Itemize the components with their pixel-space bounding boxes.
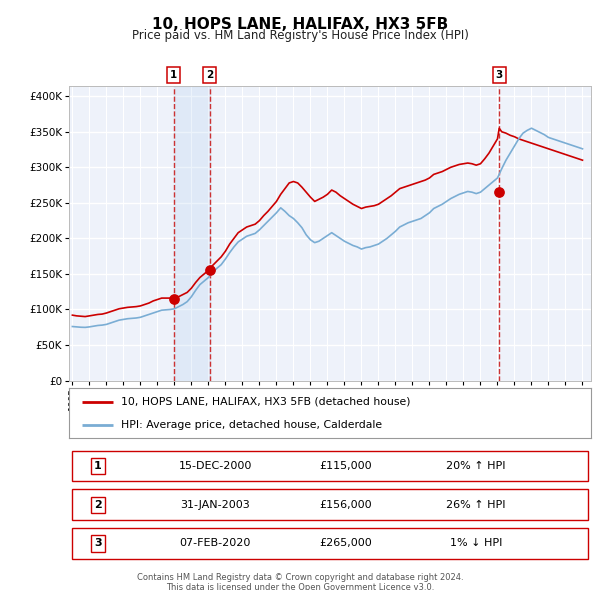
Text: HPI: Average price, detached house, Calderdale: HPI: Average price, detached house, Cald…	[121, 420, 382, 430]
Text: 26% ↑ HPI: 26% ↑ HPI	[446, 500, 506, 510]
Text: 1: 1	[170, 70, 178, 80]
Text: 15-DEC-2000: 15-DEC-2000	[178, 461, 252, 471]
Text: 3: 3	[94, 539, 101, 549]
Text: 10, HOPS LANE, HALIFAX, HX3 5FB: 10, HOPS LANE, HALIFAX, HX3 5FB	[152, 17, 448, 31]
Text: 10, HOPS LANE, HALIFAX, HX3 5FB (detached house): 10, HOPS LANE, HALIFAX, HX3 5FB (detache…	[121, 396, 410, 407]
Text: £265,000: £265,000	[319, 539, 372, 549]
Text: 20% ↑ HPI: 20% ↑ HPI	[446, 461, 506, 471]
Point	[494, 188, 504, 197]
Text: 2: 2	[206, 70, 214, 80]
FancyBboxPatch shape	[71, 489, 589, 520]
Text: £156,000: £156,000	[319, 500, 372, 510]
Text: 31-JAN-2003: 31-JAN-2003	[180, 500, 250, 510]
Text: £115,000: £115,000	[319, 461, 372, 471]
FancyBboxPatch shape	[71, 451, 589, 481]
Text: Price paid vs. HM Land Registry's House Price Index (HPI): Price paid vs. HM Land Registry's House …	[131, 30, 469, 42]
Text: 1: 1	[94, 461, 101, 471]
Text: 2: 2	[94, 500, 101, 510]
Point	[169, 294, 179, 303]
Text: This data is licensed under the Open Government Licence v3.0.: This data is licensed under the Open Gov…	[166, 583, 434, 590]
Text: 1% ↓ HPI: 1% ↓ HPI	[450, 539, 502, 549]
Text: 07-FEB-2020: 07-FEB-2020	[179, 539, 251, 549]
Bar	[174, 86, 210, 381]
Point	[205, 265, 215, 274]
FancyBboxPatch shape	[71, 528, 589, 559]
Text: Contains HM Land Registry data © Crown copyright and database right 2024.: Contains HM Land Registry data © Crown c…	[137, 573, 463, 582]
Text: 3: 3	[496, 70, 503, 80]
